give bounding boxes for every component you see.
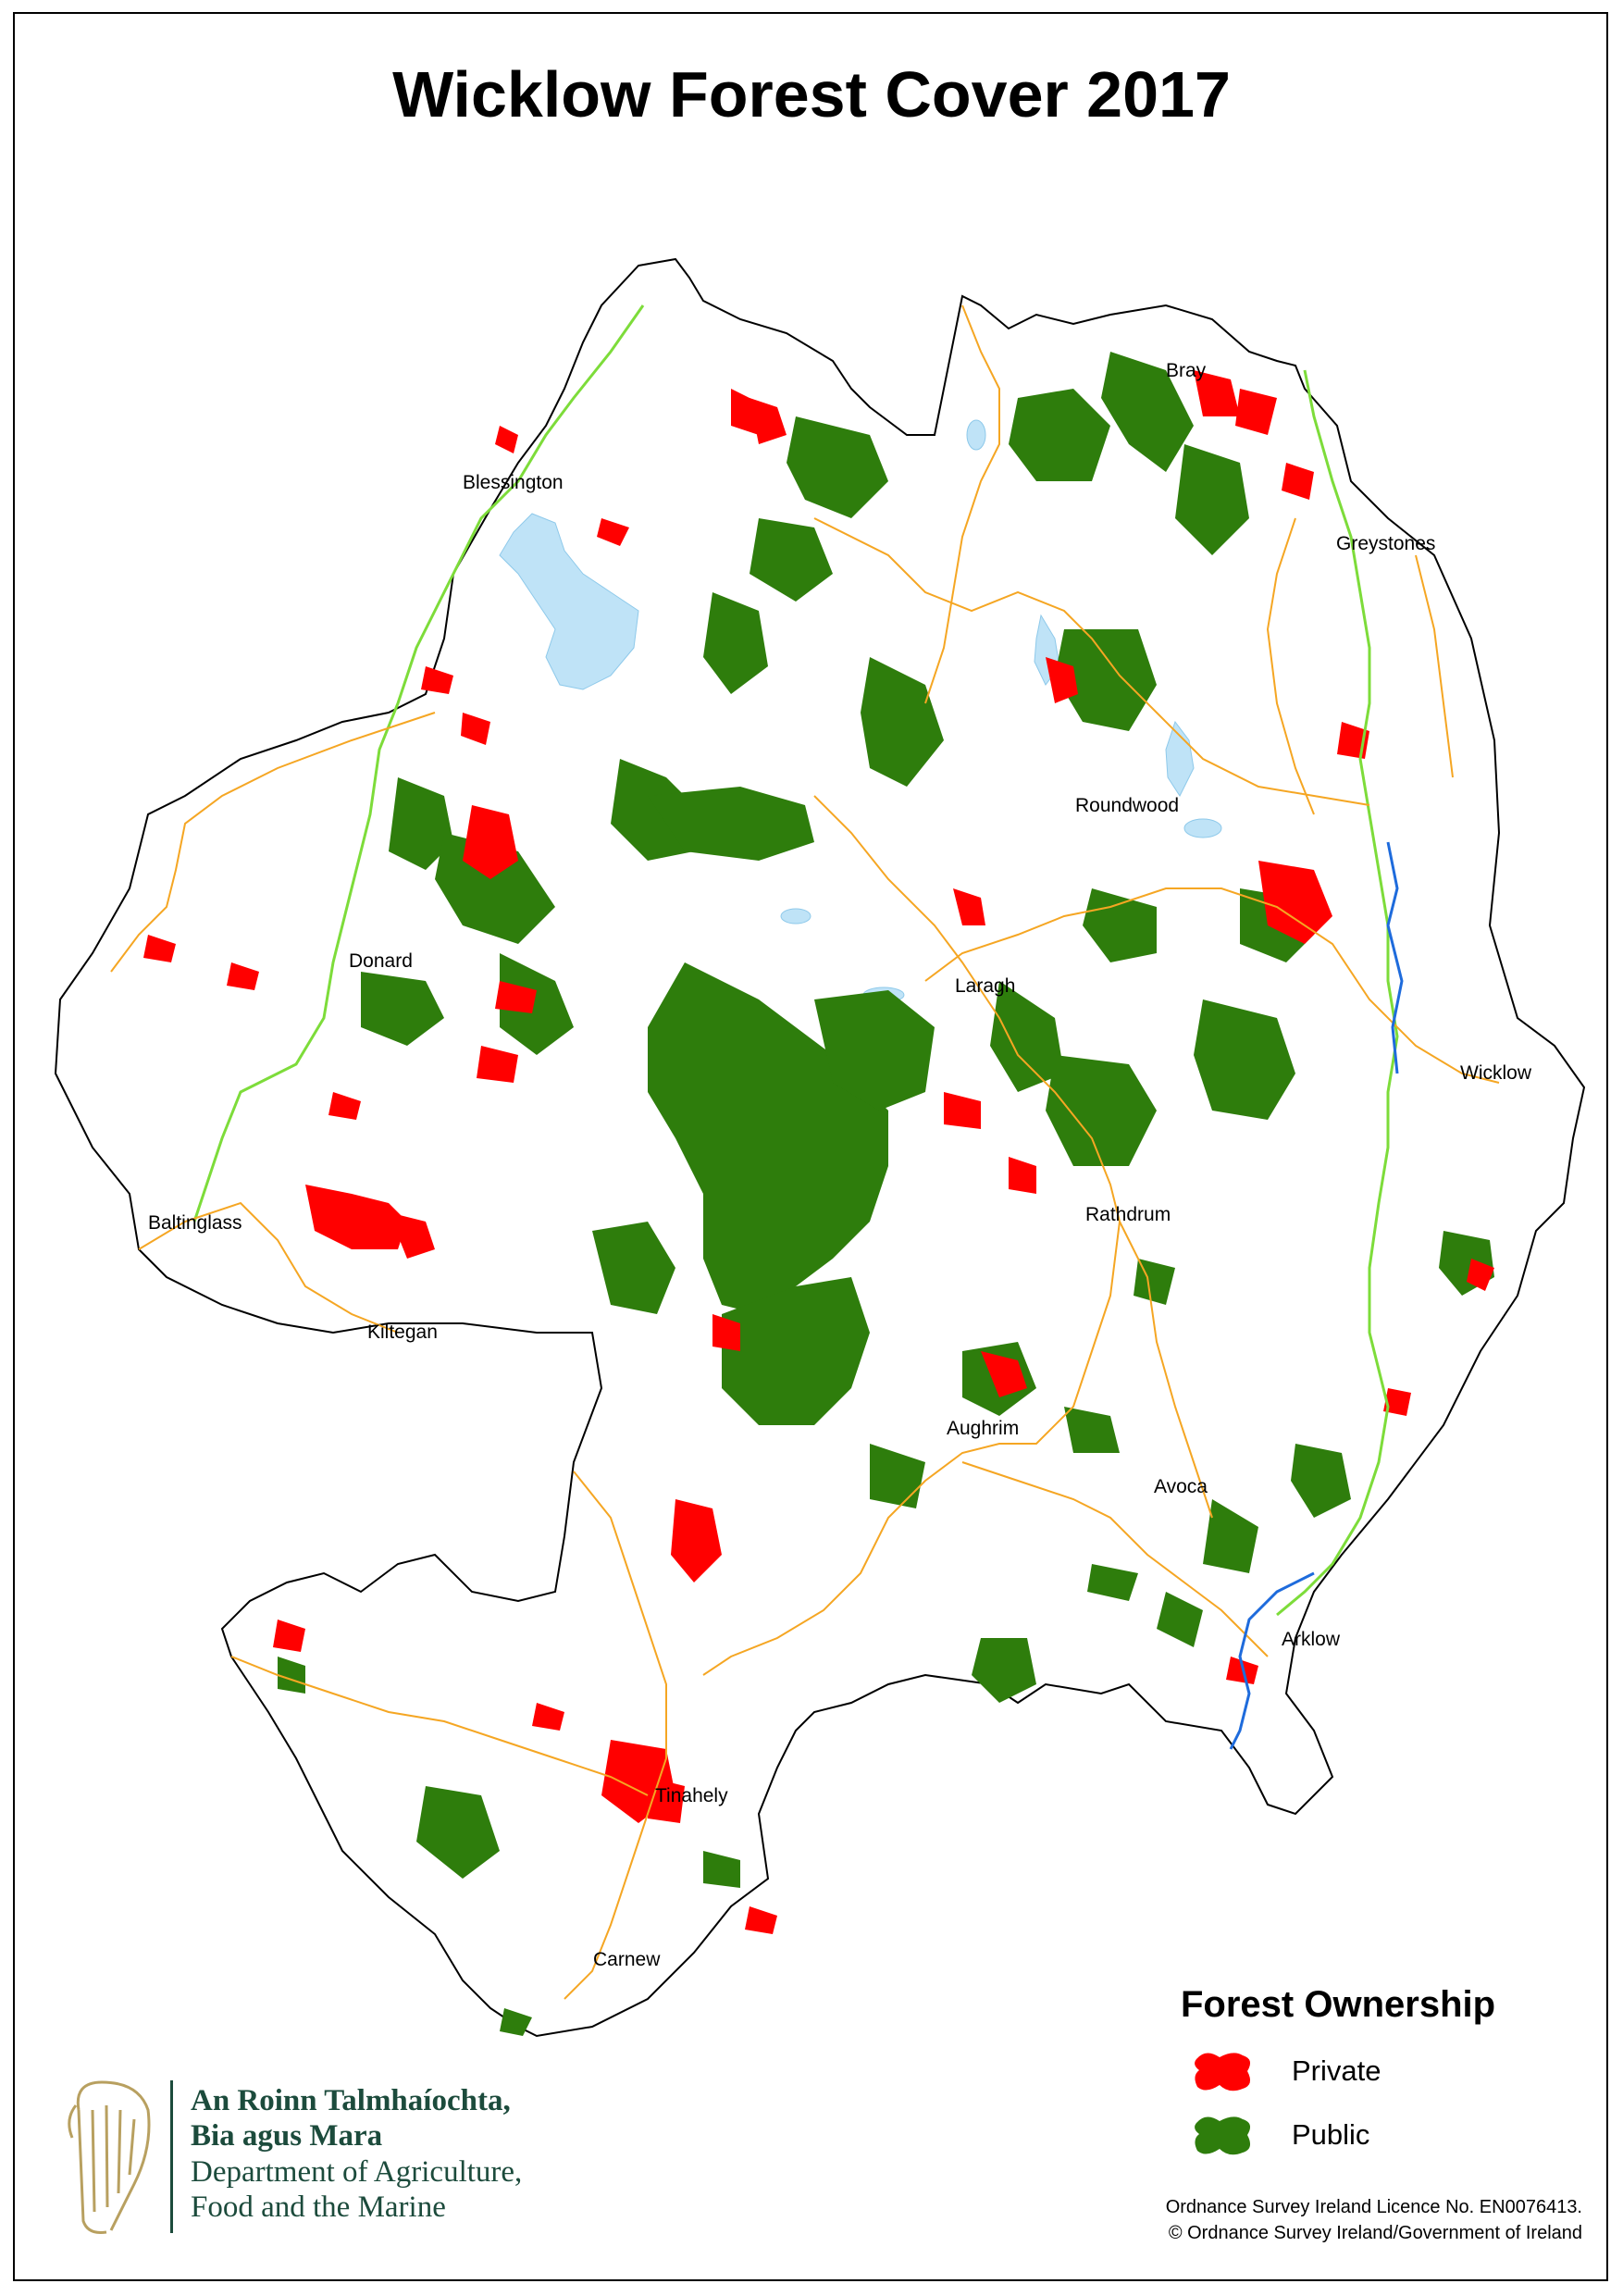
town-label: Laragh [955,975,1015,997]
town-label: Donard [349,950,413,972]
rivers [1229,841,1404,1750]
legend-label: Public [1292,2118,1370,2151]
private-forest-layer [143,370,1494,1934]
town-label: Blessington [463,472,564,493]
map-title: Wicklow Forest Cover 2017 [392,58,1231,130]
dept-name-irish-1: An Roinn Talmhaíochta, [191,2084,511,2117]
national-roads [192,304,1399,1617]
logo-divider [170,2080,173,2233]
dept-name-english-1: Department of Agriculture, [191,2155,523,2189]
legend-label: Private [1292,2054,1381,2087]
legend-item-private: Private [1192,2048,1381,2094]
town-label: Rathdrum [1085,1204,1171,1225]
town-label: Greystones [1336,533,1435,554]
regional-roads [110,304,1500,2000]
public-forest-layer [278,352,1494,2036]
town-label: Wicklow [1460,1062,1532,1084]
town-label: Baltinglass [148,1212,242,1234]
town-label: Bray [1166,360,1207,381]
dept-name-irish-2: Bia agus Mara [191,2119,383,2153]
lake-small-2 [780,908,812,925]
lake-small-1 [966,419,986,451]
town-label: Arklow [1282,1629,1341,1650]
private-swatch-icon [1195,2053,1251,2091]
town-label: Tinahely [655,1785,728,1806]
poulaphouca-reservoir [499,513,639,690]
legend-title: Forest Ownership [1181,1984,1496,2025]
lake-small-4 [1183,818,1222,838]
dept-name-english-2: Food and the Marine [191,2191,446,2224]
map-frame [13,12,1608,2281]
town-label: Kiltegan [367,1322,438,1343]
copyright-credit: © Ordnance Survey Ireland/Government of … [1168,2223,1582,2243]
licence-credit: Ordnance Survey Ireland Licence No. EN00… [1165,2197,1582,2217]
public-swatch-icon [1195,2116,1251,2155]
harp-emblem-icon [68,2080,151,2234]
town-label: Aughrim [947,1418,1019,1439]
town-label: Carnew [593,1949,661,1970]
town-label: Roundwood [1075,795,1179,816]
legend-item-public: Public [1192,2112,1369,2158]
vartry-reservoir [1165,720,1195,798]
town-label: Avoca [1154,1476,1208,1497]
